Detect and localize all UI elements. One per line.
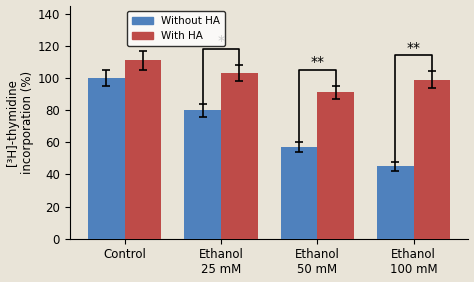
- Text: **: **: [310, 55, 324, 69]
- Bar: [377, 166, 414, 239]
- Bar: [88, 78, 125, 239]
- Bar: [221, 73, 257, 239]
- Text: *: *: [218, 34, 225, 48]
- Bar: [317, 92, 354, 239]
- Bar: [281, 147, 317, 239]
- Text: **: **: [407, 41, 421, 55]
- Bar: [414, 80, 450, 239]
- Y-axis label: [³H]-thymidine
incorporation (%): [³H]-thymidine incorporation (%): [6, 70, 34, 174]
- Legend: Without HA, With HA: Without HA, With HA: [127, 11, 226, 46]
- Bar: [184, 110, 221, 239]
- Bar: [125, 60, 161, 239]
